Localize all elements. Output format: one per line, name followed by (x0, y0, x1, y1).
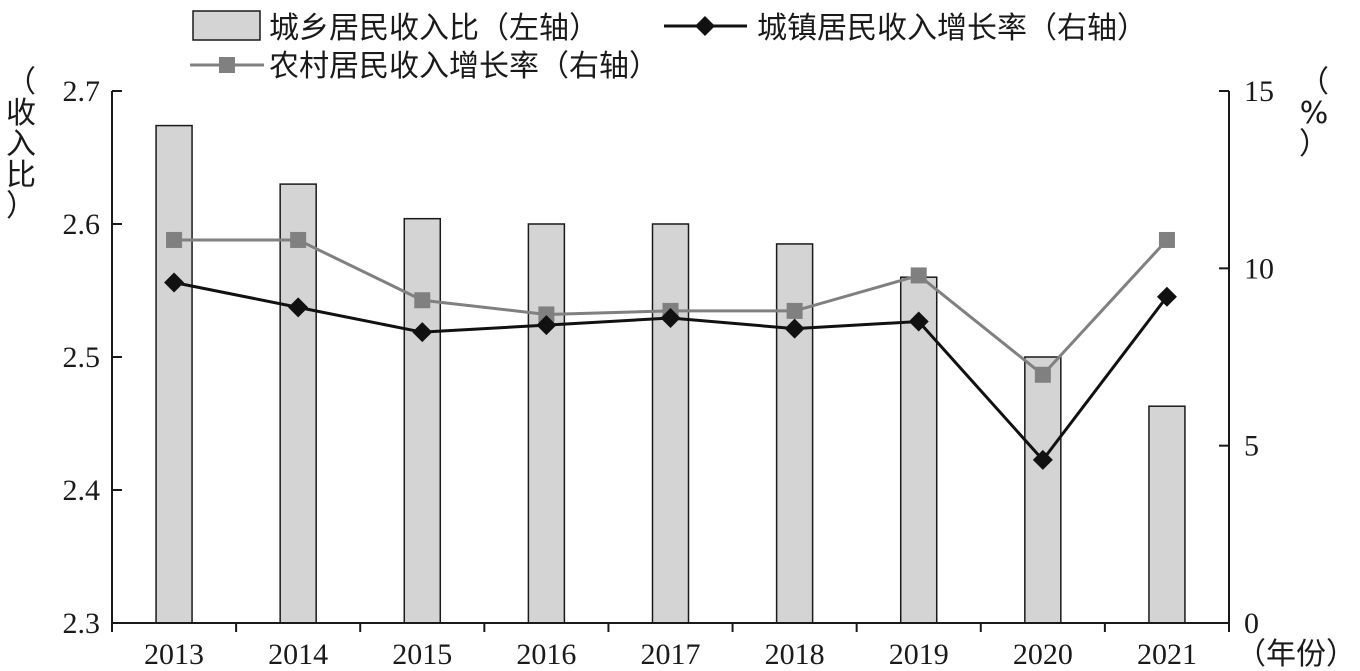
marker-square-2019 (910, 267, 927, 284)
labels-layer: 2013 2014 2015 2016 2017 2018 2019 2020 2021 2.3 2… (6, 65, 1356, 671)
x-axis-label: （年份） (1236, 637, 1356, 671)
bars-layer (155, 124, 1186, 624)
bar-2013 (155, 124, 193, 624)
bar-2021 (1148, 405, 1186, 624)
x-tick-label: 2019 (889, 638, 949, 671)
y-axis-label-left: （收入比） (6, 65, 36, 224)
marker-square-2018 (786, 302, 803, 319)
legend-label: 城镇居民收入增长率（右轴） (757, 11, 1147, 46)
x-tick-label: 2015 (392, 638, 452, 671)
legend-label: 城乡居民收入比（左轴） (269, 11, 599, 46)
marker-diamond-2014 (288, 297, 309, 318)
bar-2020 (1024, 356, 1062, 624)
y-axis-label-right: （%） (1299, 65, 1329, 162)
y-left-tick-label: 2.5 (63, 341, 101, 374)
marker-diamond-2019 (908, 311, 929, 332)
legend-bar-swatch (192, 10, 261, 41)
marker-square-2021 (1158, 231, 1175, 248)
bar-2015 (403, 217, 442, 624)
marker-diamond-2013 (164, 272, 185, 293)
x-tick-label: 2021 (1137, 638, 1197, 671)
axes-layer (111, 90, 1230, 632)
legend-label: 农村居民收入增长率（右轴） (269, 49, 659, 84)
y-right-tick-label: 5 (1244, 430, 1259, 463)
legend-square-marker (219, 57, 235, 73)
lines-layer (164, 231, 1177, 470)
marker-square-2016 (538, 306, 555, 323)
y-right-tick-label: 0 (1244, 607, 1259, 640)
legend-diamond-marker (695, 16, 715, 36)
marker-diamond-2015 (412, 322, 433, 343)
x-tick-label: 2014 (268, 638, 328, 671)
legend: 城乡居民收入比（左轴） 城镇居民收入增长率（右轴） 农村居民收入增长率（右轴） (190, 10, 1147, 84)
y-left-tick-label: 2.3 (63, 607, 101, 640)
marker-diamond-2020 (1032, 449, 1053, 470)
x-tick-label: 2013 (144, 638, 204, 671)
x-tick-label: 2017 (641, 638, 701, 671)
y-right-tick-label: 10 (1244, 252, 1274, 285)
y-left-tick-label: 2.4 (63, 474, 101, 507)
bar-2017 (651, 223, 690, 624)
marker-square-2015 (414, 292, 431, 309)
marker-square-2014 (290, 231, 307, 248)
y-right-tick-label: 15 (1244, 75, 1274, 108)
x-tick-label: 2018 (765, 638, 825, 671)
bar-2016 (527, 223, 566, 624)
marker-square-2020 (1034, 366, 1051, 383)
marker-diamond-2018 (784, 318, 805, 339)
x-tick-label: 2020 (1013, 638, 1073, 671)
marker-diamond-2021 (1156, 286, 1177, 307)
bar-2018 (775, 243, 814, 624)
y-left-tick-label: 2.6 (63, 208, 101, 241)
marker-diamond-2016 (536, 315, 557, 336)
marker-square-2013 (166, 231, 183, 248)
x-tick-label: 2016 (516, 638, 576, 671)
bar-2014 (279, 183, 317, 624)
y-left-tick-label: 2.7 (63, 75, 101, 108)
marker-diamond-2017 (660, 307, 681, 328)
